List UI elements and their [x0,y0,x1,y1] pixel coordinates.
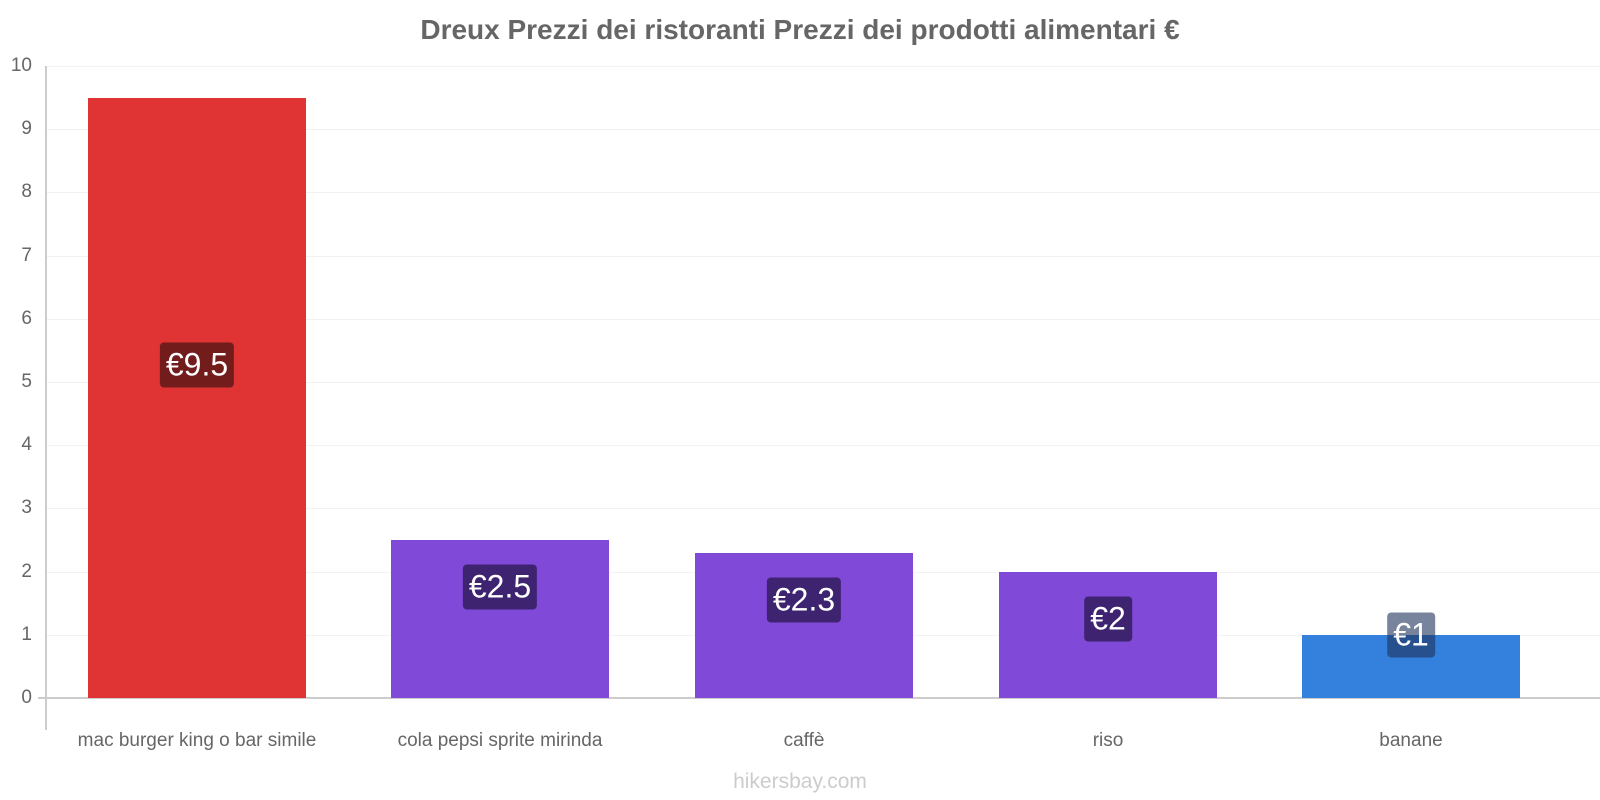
gridline [46,255,1600,257]
gridline [46,508,1600,510]
bar-value-label: €2.3 [766,577,842,623]
y-tick-label: 4 [21,434,32,456]
x-axis-line [38,697,1600,699]
y-axis-line [45,66,47,730]
gridline [46,382,1600,383]
bar[interactable] [695,552,913,698]
y-tick-label: 5 [21,371,32,392]
x-tick-label: banane [1379,730,1443,751]
chart-title: Dreux Prezzi dei ristoranti Prezzi dei p… [420,14,1180,45]
gridline [46,445,1600,447]
x-tick-label: cola pepsi sprite mirinda [397,730,603,751]
watermark: hikersbay.com [733,770,867,793]
bar-value-label: €1 [1387,612,1435,658]
bar-value-label: €2 [1084,596,1132,642]
bar-value-label: €9.5 [159,342,235,388]
y-tick-label: 9 [21,118,32,140]
y-tick-label: 10 [10,55,32,76]
y-tick-label: 2 [21,560,32,582]
x-tick-label: caffè [783,730,825,751]
y-tick-label: 8 [21,181,32,203]
bar[interactable] [88,97,306,698]
y-tick-label: 0 [21,687,32,708]
y-tick-label: 7 [21,244,32,266]
y-tick-label: 6 [21,307,32,329]
bar-value-label: €2.5 [462,564,538,610]
gridline [46,318,1600,320]
y-tick-label: 1 [21,623,32,645]
gridline [46,129,1600,131]
x-tick-label: mac burger king o bar simile [77,730,317,751]
y-tick-label: 3 [21,497,32,519]
x-tick-label: riso [1092,730,1124,751]
gridline [46,66,1600,67]
gridline [46,192,1600,194]
